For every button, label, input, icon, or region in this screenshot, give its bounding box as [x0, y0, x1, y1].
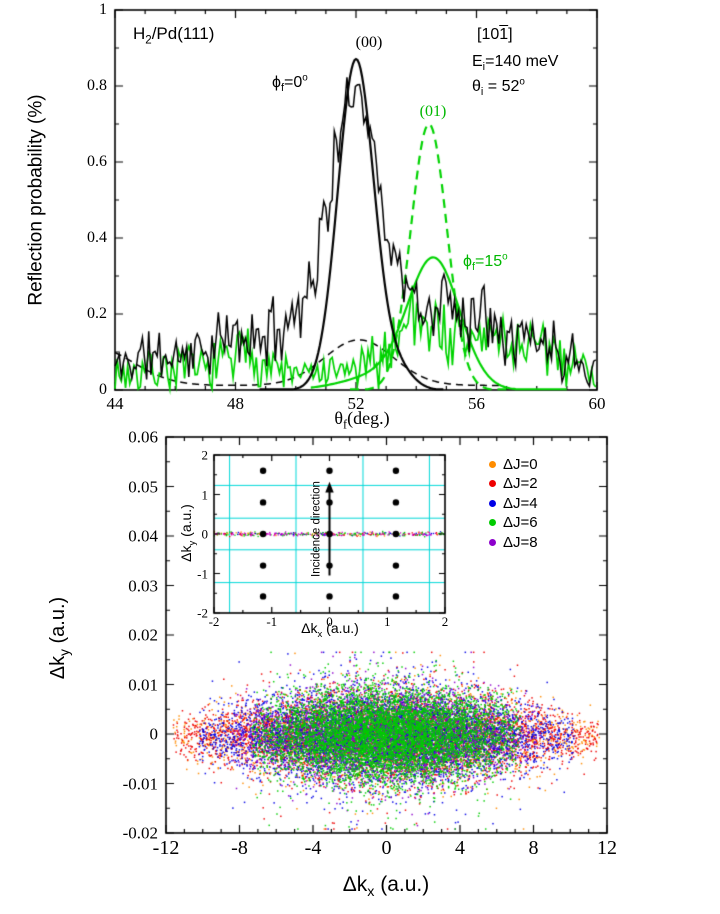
- top-x-tick-label: 60: [588, 394, 606, 413]
- legend-item: ΔJ=8: [489, 534, 538, 550]
- top-x-tick-label: 52: [347, 394, 365, 413]
- inset-x-tick-label: 2: [441, 614, 449, 629]
- inset-x-axis-label: Δkx (a.u.): [301, 620, 359, 640]
- bottom-y-tick-label: 0.04: [128, 526, 158, 546]
- bottom-y-tick-label: 0.06: [128, 427, 158, 447]
- legend-dot-icon: [489, 519, 496, 526]
- incidence-direction-label: Incidence direction: [310, 481, 323, 577]
- annotation-phi15: ϕf=15o: [463, 251, 508, 274]
- top-y-tick-label: 0: [99, 381, 107, 398]
- legend-dot-icon: [489, 499, 496, 507]
- inset-y-axis-label: Δky (a.u.): [178, 504, 198, 562]
- top-x-tick-label: 56: [468, 394, 485, 413]
- bottom-x-tick-label: -8: [231, 837, 248, 859]
- bottom-y-tick-label: 0.03: [128, 576, 158, 595]
- bottom-x-tick-label: 0: [381, 837, 392, 859]
- bottom-x-tick-label: 8: [528, 837, 539, 859]
- bottom-x-axis-label: Δkx (a.u.): [342, 873, 430, 901]
- legend-dot-icon: [489, 480, 496, 487]
- legend-label: ΔJ=6: [503, 514, 538, 531]
- bottom-y-axis-label: Δky (a.u.): [47, 596, 72, 680]
- bottom-x-tick-label: 4: [455, 837, 465, 859]
- legend-item: ΔJ=6: [489, 515, 538, 531]
- legend-label: ΔJ=4: [503, 494, 538, 512]
- bottom-y-tick-label: -0.02: [122, 823, 158, 843]
- annotation-peak01: (01): [419, 103, 447, 120]
- annotation-phi0: ϕf=0o: [272, 72, 308, 95]
- legend-dot-icon: [489, 538, 496, 546]
- legend-item: ΔJ=0: [489, 456, 538, 472]
- annotation-direction: [101]: [477, 26, 513, 43]
- top-y-tick-label: 0.4: [87, 229, 107, 246]
- top-y-tick-label: 0.6: [87, 153, 107, 170]
- legend-item: ΔJ=4: [489, 495, 538, 511]
- annotation-peak00: (00): [355, 34, 383, 51]
- top-x-axis-label: θf(deg.): [334, 408, 390, 432]
- top-y-tick-label: 0.8: [87, 77, 107, 94]
- inset-x-tick-label: -1: [266, 614, 278, 629]
- annotation-energy: Ei=140 meV: [472, 53, 559, 74]
- inset-x-tick-label: 0: [326, 614, 333, 629]
- legend-item: ΔJ=2: [489, 476, 538, 492]
- inset-y-tick-label: 2: [201, 447, 209, 463]
- legend-label: ΔJ=0: [503, 455, 538, 473]
- bottom-y-tick-label: 0: [149, 724, 159, 744]
- bottom-x-tick-label: -12: [152, 837, 180, 859]
- bottom-x-tick-label: 12: [597, 837, 617, 859]
- inset-x-tick-label: -2: [208, 614, 220, 629]
- inset-y-tick-label: -1: [197, 566, 208, 581]
- legend-label: ΔJ=2: [503, 475, 538, 492]
- bottom-y-tick-label: -0.01: [122, 774, 158, 793]
- bottom-x-tick-label: -4: [304, 837, 322, 859]
- top-x-tick-label: 48: [227, 394, 244, 413]
- top-y-tick-label: 1: [99, 1, 107, 18]
- top-y-tick-label: 0.2: [87, 305, 107, 322]
- inset-y-tick-label: 0: [201, 526, 209, 542]
- bottom-y-tick-label: 0.02: [128, 625, 158, 645]
- bottom-y-tick-label: 0.05: [128, 477, 158, 496]
- inset-x-tick-label: 1: [384, 614, 391, 629]
- annotation-incidence-angle: θi = 52o: [472, 76, 525, 99]
- top-y-axis-label: Reflection probability (%): [25, 94, 47, 306]
- bottom-y-tick-label: 0.01: [128, 675, 158, 694]
- annotation-system: H2/Pd(111): [133, 24, 215, 47]
- top-x-tick-label: 44: [106, 394, 124, 413]
- legend-label: ΔJ=8: [503, 533, 538, 551]
- legend-dot-icon: [489, 460, 496, 468]
- inset-y-tick-label: 1: [201, 487, 209, 502]
- inset-y-tick-label: -2: [197, 605, 208, 621]
